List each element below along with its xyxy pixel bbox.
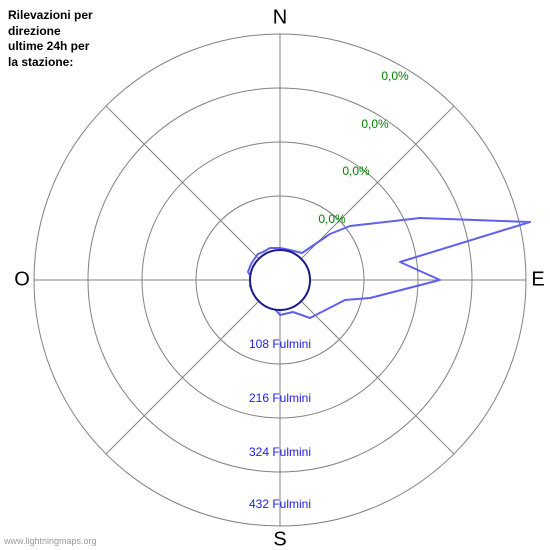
percent-label: 0,0% (361, 117, 389, 131)
cardinal-s: S (273, 528, 286, 550)
count-label: 432 Fulmini (249, 497, 311, 511)
percent-label: 0,0% (318, 212, 346, 226)
grid-spoke (106, 106, 259, 259)
grid-spoke (106, 301, 259, 454)
cardinal-o: O (14, 268, 30, 290)
count-label: 108 Fulmini (249, 337, 311, 351)
count-label: 324 Fulmini (249, 445, 311, 459)
grid-spoke (301, 301, 454, 454)
center-circle (250, 250, 310, 310)
percent-label: 0,0% (381, 69, 409, 83)
cardinal-e: E (531, 268, 544, 290)
percent-label: 0,0% (342, 164, 370, 178)
windrose-chart: 0,0% 0,0% 0,0% 0,0% 108 Fulmini 216 Fulmini 32… (0, 0, 550, 550)
count-label: 216 Fulmini (249, 391, 311, 405)
cardinal-n: N (273, 6, 287, 28)
